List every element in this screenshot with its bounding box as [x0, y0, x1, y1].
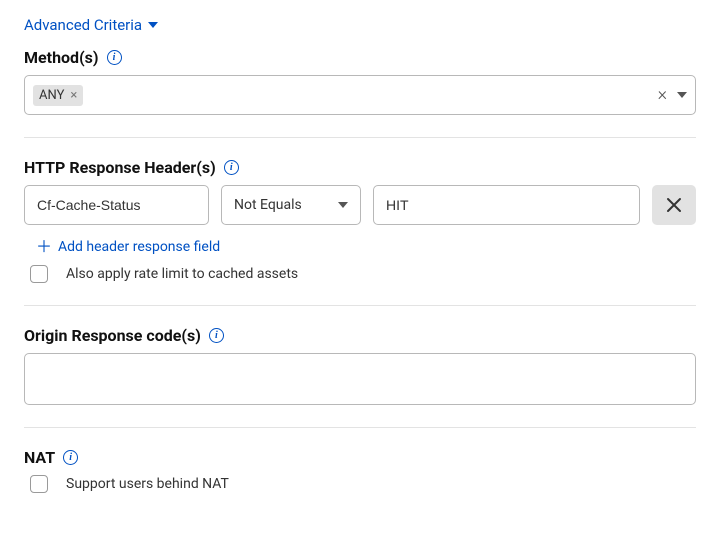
info-icon[interactable]: i — [63, 450, 78, 465]
nat-checkbox-label: Support users behind NAT — [66, 476, 229, 492]
divider — [24, 305, 696, 306]
advanced-criteria-toggle[interactable]: Advanced Criteria — [24, 16, 696, 34]
info-icon[interactable]: i — [209, 328, 224, 343]
nat-label: NAT — [24, 448, 55, 467]
advanced-criteria-label: Advanced Criteria — [24, 16, 142, 34]
origin-codes-input[interactable] — [24, 353, 696, 405]
multiselect-controls: × — [658, 86, 687, 104]
header-rule-row: Not Equals — [24, 185, 696, 225]
nat-checkbox-row: Support users behind NAT — [30, 475, 696, 493]
origin-codes-label-row: Origin Response code(s) i — [24, 326, 696, 345]
clear-all-icon[interactable]: × — [658, 86, 667, 104]
remove-header-button[interactable] — [652, 185, 696, 225]
info-icon[interactable]: i — [224, 160, 239, 175]
methods-label: Method(s) — [24, 48, 99, 67]
header-operator-select[interactable]: Not Equals — [221, 185, 361, 225]
nat-checkbox[interactable] — [30, 475, 48, 493]
plus-icon: ＋ — [36, 239, 52, 255]
chevron-down-icon[interactable] — [677, 92, 687, 98]
http-headers-label: HTTP Response Header(s) — [24, 158, 216, 177]
http-headers-label-row: HTTP Response Header(s) i — [24, 158, 696, 177]
add-header-label: Add header response field — [58, 239, 220, 255]
add-header-button[interactable]: ＋ Add header response field — [36, 239, 696, 255]
cached-assets-checkbox[interactable] — [30, 265, 48, 283]
divider — [24, 137, 696, 138]
info-icon[interactable]: i — [107, 50, 122, 65]
methods-label-row: Method(s) i — [24, 48, 696, 67]
header-value-input[interactable] — [373, 185, 640, 225]
close-icon — [666, 197, 682, 213]
cached-assets-row: Also apply rate limit to cached assets — [30, 265, 696, 283]
header-operator-value: Not Equals — [234, 197, 302, 213]
nat-label-row: NAT i — [24, 448, 696, 467]
chevron-down-icon — [338, 202, 348, 208]
divider — [24, 427, 696, 428]
caret-down-icon — [148, 22, 158, 28]
origin-codes-label: Origin Response code(s) — [24, 326, 201, 345]
header-name-input[interactable] — [24, 185, 209, 225]
method-chip: ANY × — [33, 85, 83, 106]
methods-multiselect[interactable]: ANY × × — [24, 75, 696, 115]
method-chip-text: ANY — [39, 88, 64, 103]
chip-remove-icon[interactable]: × — [70, 89, 77, 102]
cached-assets-label: Also apply rate limit to cached assets — [66, 266, 298, 282]
